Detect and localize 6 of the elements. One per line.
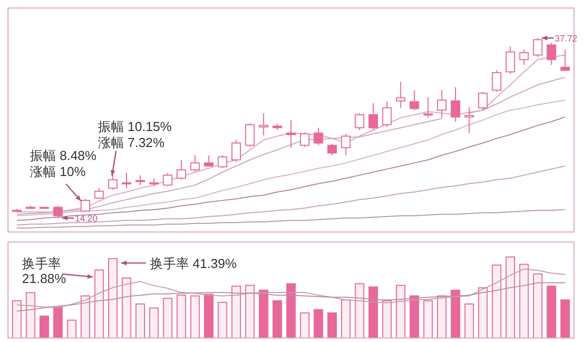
annotation: 14.20 bbox=[74, 214, 98, 224]
annotation: 换手率 21.88% bbox=[22, 256, 67, 286]
annotation: 37.72 bbox=[554, 34, 578, 44]
annotation: 振幅 10.15% 涨幅 7.32% bbox=[98, 119, 172, 150]
annotation: 振幅 8.48% 涨幅 10% bbox=[30, 148, 97, 179]
annotation: 换手率 41.39% bbox=[150, 256, 238, 271]
